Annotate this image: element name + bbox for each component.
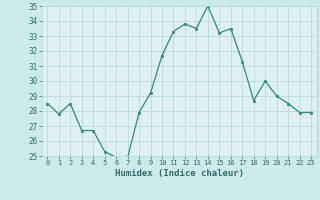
X-axis label: Humidex (Indice chaleur): Humidex (Indice chaleur) (115, 169, 244, 178)
